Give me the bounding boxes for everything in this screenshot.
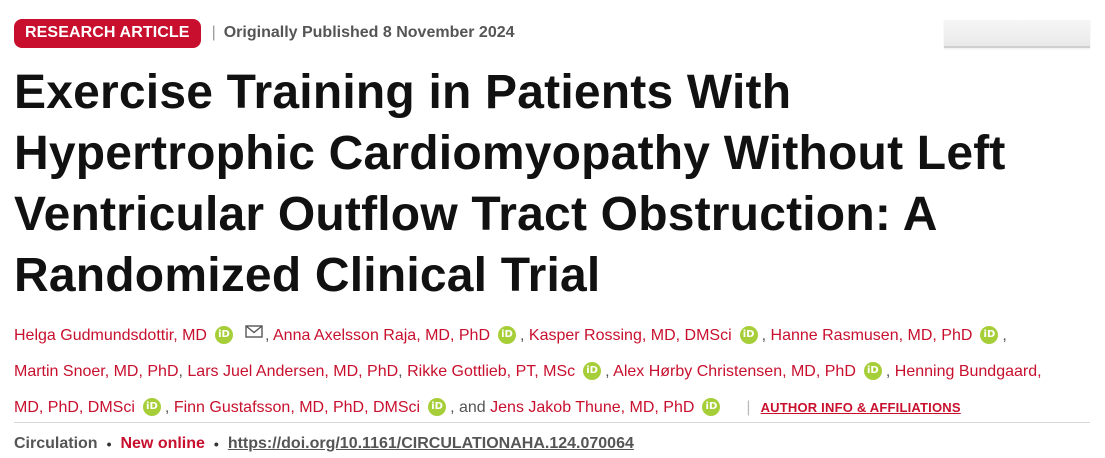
orcid-icon[interactable]: iD [702, 398, 721, 416]
orcid-icon[interactable]: iD [739, 326, 758, 344]
author-link[interactable]: MD, PhD, DMSci [14, 399, 135, 416]
orcid-icon[interactable]: iD [980, 326, 999, 344]
doi-link[interactable]: https://doi.org/10.1161/CIRCULATIONAHA.1… [227, 435, 634, 452]
author-link[interactable]: Hanne Rasmusen, MD, PhD [770, 327, 973, 344]
author-link[interactable]: Finn Gustafsson, MD, PhD, DMSci [173, 399, 421, 416]
author-link[interactable]: Anna Axelsson Raja, MD, PhD [273, 327, 490, 344]
author-link[interactable]: Alex Hørby Christensen, MD, PhD [613, 363, 856, 380]
author-separator: , [398, 363, 403, 380]
bullet-separator: • [213, 436, 219, 452]
orcid-icon[interactable]: iD [214, 326, 233, 344]
orcid-icon[interactable]: iD [583, 362, 602, 380]
author-list: Helga Gudmundsdottir, MD iD, Anna Axelsso… [14, 316, 1094, 426]
author-separator: , [264, 327, 270, 344]
publication-date: Originally Published 8 November 2024 [223, 24, 515, 41]
author-separator: , [1002, 327, 1007, 344]
author-link[interactable]: Martin Snoer, MD, PhD [14, 363, 179, 380]
header-separator: | [211, 24, 216, 41]
divider [14, 422, 1090, 423]
article-header-bar: RESEARCH ARTICLE | Originally Published … [14, 18, 515, 48]
author-link[interactable]: Jens Jakob Thune, MD, PhD [490, 399, 695, 416]
author-link[interactable]: Lars Juel Andersen, MD, PhD [187, 363, 399, 380]
author-separator: , [605, 363, 610, 380]
bullet-separator: • [106, 436, 112, 452]
author-link[interactable]: Henning Bundgaard, [894, 363, 1042, 380]
info-separator: | [746, 399, 751, 416]
author-link[interactable]: Rikke Gottlieb, PT, MSc [407, 363, 576, 380]
journal-name: Circulation [14, 435, 98, 452]
article-meta: Circulation • New online • https://doi.o… [14, 430, 634, 458]
author-link[interactable]: Helga Gudmundsdottir, MD [14, 327, 207, 344]
author-separator-and: , and [450, 399, 486, 416]
author-separator: , [885, 363, 891, 380]
author-separator: , [178, 363, 183, 380]
author-link[interactable]: Kasper Rossing, MD, DMSci [528, 327, 732, 344]
author-info-affiliations-link[interactable]: AUTHOR INFO & AFFILIATIONS [760, 400, 961, 415]
author-separator: , [761, 327, 767, 344]
orcid-icon[interactable]: iD [142, 398, 161, 416]
author-separator: , [520, 327, 525, 344]
orcid-icon[interactable]: iD [498, 326, 516, 344]
publication-status: New online [120, 435, 205, 452]
orcid-icon[interactable]: iD [428, 398, 447, 416]
article-title: Exercise Training in Patients With Hyper… [14, 66, 1006, 302]
author-separator: , [164, 399, 170, 416]
article-type-badge: RESEARCH ARTICLE [14, 18, 201, 48]
orcid-icon[interactable]: iD [863, 362, 882, 380]
journal-thumbnail [944, 20, 1090, 48]
email-icon[interactable] [245, 316, 263, 352]
